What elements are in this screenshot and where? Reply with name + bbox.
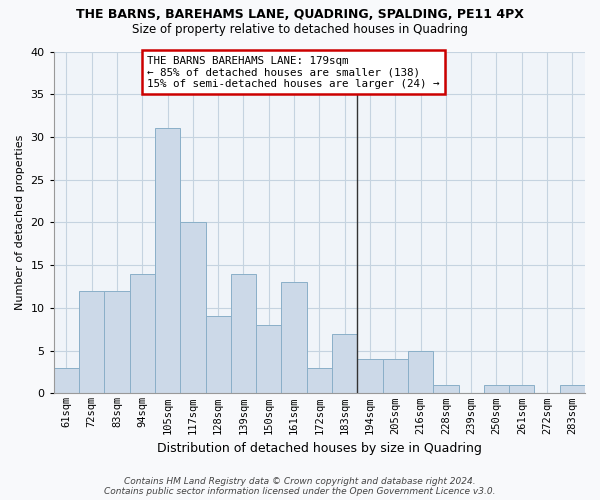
Bar <box>332 334 358 394</box>
Text: THE BARNS, BAREHAMS LANE, QUADRING, SPALDING, PE11 4PX: THE BARNS, BAREHAMS LANE, QUADRING, SPAL… <box>76 8 524 20</box>
Bar <box>383 359 408 394</box>
Bar <box>54 368 79 394</box>
Bar <box>180 222 206 394</box>
X-axis label: Distribution of detached houses by size in Quadring: Distribution of detached houses by size … <box>157 442 482 455</box>
Bar <box>206 316 231 394</box>
Bar <box>130 274 155 394</box>
Bar <box>433 385 458 394</box>
Bar <box>281 282 307 394</box>
Bar <box>560 385 585 394</box>
Text: Size of property relative to detached houses in Quadring: Size of property relative to detached ho… <box>132 22 468 36</box>
Bar <box>231 274 256 394</box>
Bar <box>484 385 509 394</box>
Bar <box>79 291 104 394</box>
Bar <box>155 128 180 394</box>
Bar <box>307 368 332 394</box>
Bar <box>509 385 535 394</box>
Text: THE BARNS BAREHAMS LANE: 179sqm
← 85% of detached houses are smaller (138)
15% o: THE BARNS BAREHAMS LANE: 179sqm ← 85% of… <box>148 56 440 89</box>
Y-axis label: Number of detached properties: Number of detached properties <box>15 135 25 310</box>
Bar <box>408 350 433 394</box>
Bar <box>358 359 383 394</box>
Text: Contains HM Land Registry data © Crown copyright and database right 2024.
Contai: Contains HM Land Registry data © Crown c… <box>104 476 496 496</box>
Bar <box>104 291 130 394</box>
Bar <box>256 325 281 394</box>
